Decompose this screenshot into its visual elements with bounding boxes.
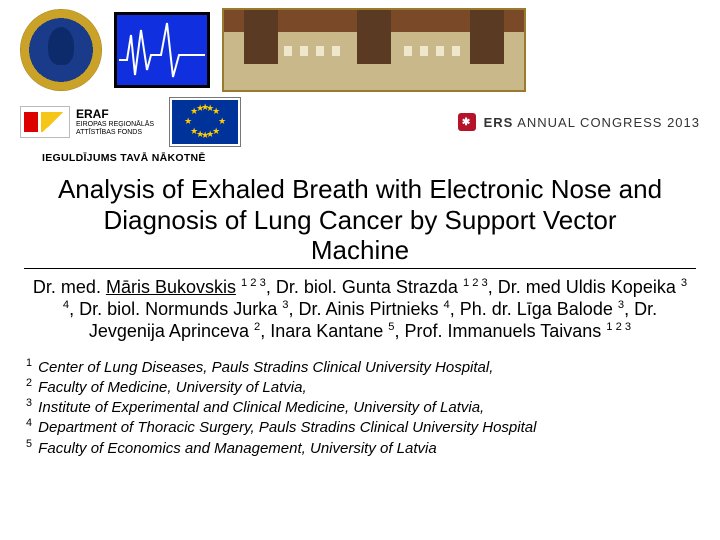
logo-row-2: ERAF EIROPAS REĢIONĀLĀS ATTĪSTĪBAS FONDS… [20, 98, 700, 146]
slide-root: ERAF EIROPAS REĢIONĀLĀS ATTĪSTĪBAS FONDS… [0, 0, 720, 540]
eraf-line3: ATTĪSTĪBAS FONDS [76, 129, 154, 137]
university-seal-icon [20, 9, 102, 91]
ers-badge-icon: ✱ [458, 113, 476, 131]
presentation-title: Analysis of Exhaled Breath with Electron… [24, 174, 696, 269]
affiliation: 4 Department of Thoracic Surgery, Pauls … [26, 417, 694, 437]
author-prefix: Dr. med. [33, 277, 106, 297]
author: , Dr. biol. Gunta Strazda [266, 277, 463, 297]
eraf-line2: EIROPAS REĢIONĀLĀS [76, 121, 154, 129]
affiliation: 1 Center of Lung Diseases, Pauls Stradin… [26, 357, 694, 377]
title-line-1: Analysis of Exhaled Breath with Electron… [58, 174, 662, 204]
author: , Dr. biol. Normunds Jurka [69, 299, 282, 319]
title-line-3: Machine [311, 235, 409, 265]
authors-block: Dr. med. Māris Bukovskis 1 2 3, Dr. biol… [26, 277, 694, 343]
presenting-author: Māris Bukovskis [106, 277, 236, 297]
eu-flag-icon: ★ ★ ★ ★ ★ ★ ★ ★ ★ ★ ★ ★ [170, 98, 240, 146]
ers-congress-logo: ✱ ERS ANNUAL CONGRESS 2013 [458, 113, 700, 131]
author: , Dr. med Uldis Kopeika [488, 277, 681, 297]
building-banner-icon [222, 8, 526, 92]
eraf-line1: ERAF [76, 108, 154, 121]
eraf-logo: ERAF EIROPAS REĢIONĀLĀS ATTĪSTĪBAS FONDS [20, 106, 154, 138]
author: , Dr. Ainis Pirtnieks [288, 299, 443, 319]
author-sup: 1 2 3 [606, 321, 631, 333]
logo-row-1 [20, 8, 700, 92]
author: , Prof. Immanuels Taivans [395, 321, 607, 341]
investment-tagline: IEGULDĪJUMS TAVĀ NĀKOTNĒ [42, 152, 700, 164]
affiliation: 2 Faculty of Medicine, University of Lat… [26, 377, 694, 397]
ecg-logo-icon [114, 12, 210, 88]
author-sup: 1 2 3 [241, 277, 266, 289]
author: , Ph. dr. Līga Balode [450, 299, 618, 319]
author: , Inara Kantane [260, 321, 388, 341]
author-sup: 1 2 3 [463, 277, 488, 289]
ers-text: ERS ANNUAL CONGRESS 2013 [484, 115, 700, 130]
affiliation: 5 Faculty of Economics and Management, U… [26, 438, 694, 458]
affiliation: 3 Institute of Experimental and Clinical… [26, 397, 694, 417]
eraf-flag-icon [20, 106, 70, 138]
eraf-text: ERAF EIROPAS REĢIONĀLĀS ATTĪSTĪBAS FONDS [76, 108, 154, 137]
affiliations-block: 1 Center of Lung Diseases, Pauls Stradin… [26, 357, 694, 458]
title-line-2: Diagnosis of Lung Cancer by Support Vect… [103, 205, 616, 235]
